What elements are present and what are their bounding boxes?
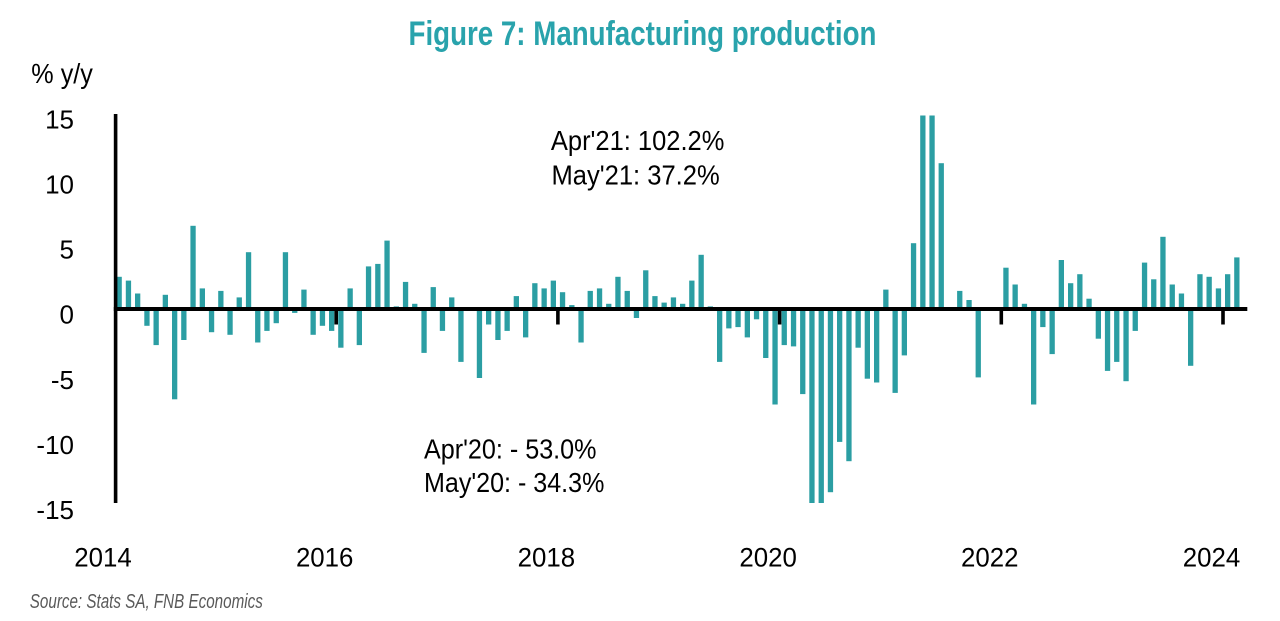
svg-text:2024: 2024: [1183, 543, 1241, 573]
svg-text:Apr'21: 102.2%: Apr'21: 102.2%: [551, 125, 725, 156]
svg-text:2014: 2014: [74, 543, 132, 573]
svg-text:5: 5: [60, 235, 74, 265]
svg-text:May'20: - 34.3%: May'20: - 34.3%: [424, 467, 604, 498]
svg-text:15: 15: [45, 104, 74, 134]
svg-text:2016: 2016: [296, 543, 354, 573]
svg-text:Figure 7: Manufacturing produc: Figure 7: Manufacturing production: [409, 15, 877, 53]
svg-text:Source: Stats SA, FNB Economic: Source: Stats SA, FNB Economics: [30, 590, 263, 613]
svg-text:2018: 2018: [518, 543, 576, 573]
svg-text:% y/y: % y/y: [31, 58, 93, 89]
svg-text:-15: -15: [36, 495, 74, 525]
svg-text:May'21: 37.2%: May'21: 37.2%: [552, 160, 720, 191]
svg-text:2020: 2020: [739, 543, 797, 573]
svg-text:2022: 2022: [961, 543, 1019, 573]
svg-text:0: 0: [60, 300, 74, 330]
svg-text:10: 10: [45, 170, 74, 200]
svg-text:Apr'20: - 53.0%: Apr'20: - 53.0%: [424, 433, 597, 464]
svg-text:-10: -10: [36, 430, 74, 460]
svg-text:-5: -5: [51, 365, 74, 395]
